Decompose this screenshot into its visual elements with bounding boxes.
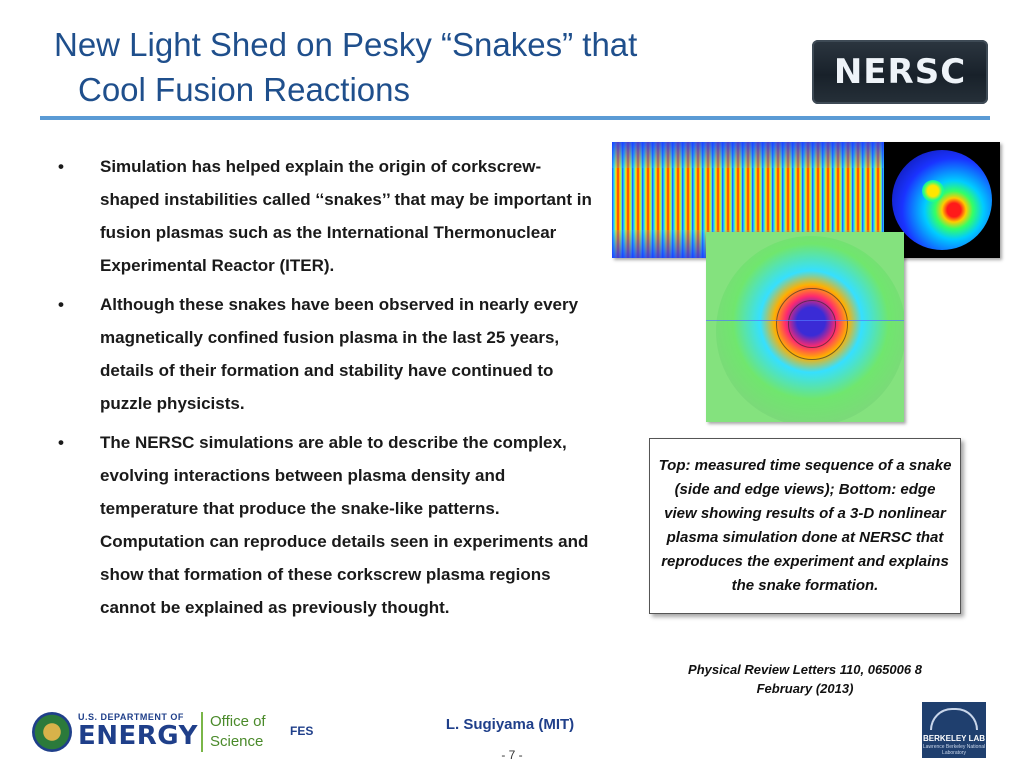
nersc-logo-text: NERSC (833, 52, 967, 92)
bullet-marker: • (58, 433, 64, 452)
oos-line-1: Office of (210, 713, 266, 730)
doe-seal-icon (32, 712, 72, 752)
berkeley-lab-name: BERKELEY LAB (922, 734, 986, 743)
midplane-line (706, 320, 904, 321)
edge-view-core (922, 180, 944, 202)
oos-line-2: Science (210, 733, 264, 750)
fes-label: FES (290, 724, 314, 738)
citation-line-1: Physical Review Letters 110, 065006 8 (688, 662, 922, 677)
office-of-science-divider (201, 712, 203, 752)
slide-title-line-1: New Light Shed on Pesky “Snakes” that (54, 26, 638, 63)
berkeley-lab-arc-icon (930, 708, 978, 730)
bullet-text: Simulation has helped explain the origin… (100, 157, 592, 275)
edge-view-disc (892, 150, 992, 250)
contour-ring (788, 300, 836, 348)
figure-caption-box: Top: measured time sequence of a snake (… (649, 438, 961, 614)
bullet-item: • The NERSC simulations are able to desc… (58, 426, 598, 624)
title-divider (40, 116, 990, 120)
simulation-edge-view-image (706, 232, 904, 422)
slide-title-line-2: Cool Fusion Reactions (78, 71, 410, 108)
doe-logo: U.S. DEPARTMENT OF ENERGY (78, 712, 198, 754)
slide-title: New Light Shed on Pesky “Snakes” that Co… (54, 22, 774, 112)
figure-caption: Top: measured time sequence of a snake (… (658, 457, 952, 594)
bullet-item: • Although these snakes have been observ… (58, 288, 598, 420)
berkeley-lab-subtitle: Lawrence Berkeley National Laboratory (922, 744, 986, 756)
bullet-marker: • (58, 295, 64, 314)
bullet-marker: • (58, 157, 64, 176)
citation: Physical Review Letters 110, 065006 8 Fe… (650, 660, 960, 698)
doe-logo-big: ENERGY (78, 721, 198, 751)
author-credit: L. Sugiyama (MIT) (445, 716, 575, 733)
bullet-item: • Simulation has helped explain the orig… (58, 150, 598, 282)
doe-logo-small: U.S. DEPARTMENT OF (78, 712, 184, 722)
berkeley-lab-logo: BERKELEY LAB Lawrence Berkeley National … (922, 702, 986, 758)
office-of-science-logo: Office of Science (210, 712, 280, 752)
contour-ring (776, 288, 848, 360)
citation-line-2: February (2013) (756, 681, 854, 696)
bullet-text: Although these snakes have been observed… (100, 295, 579, 413)
bullet-text: The NERSC simulations are able to descri… (100, 433, 589, 617)
bullet-list: • Simulation has helped explain the orig… (58, 150, 598, 630)
page-number: - 7 - (501, 748, 523, 762)
nersc-logo: NERSC (812, 40, 988, 104)
